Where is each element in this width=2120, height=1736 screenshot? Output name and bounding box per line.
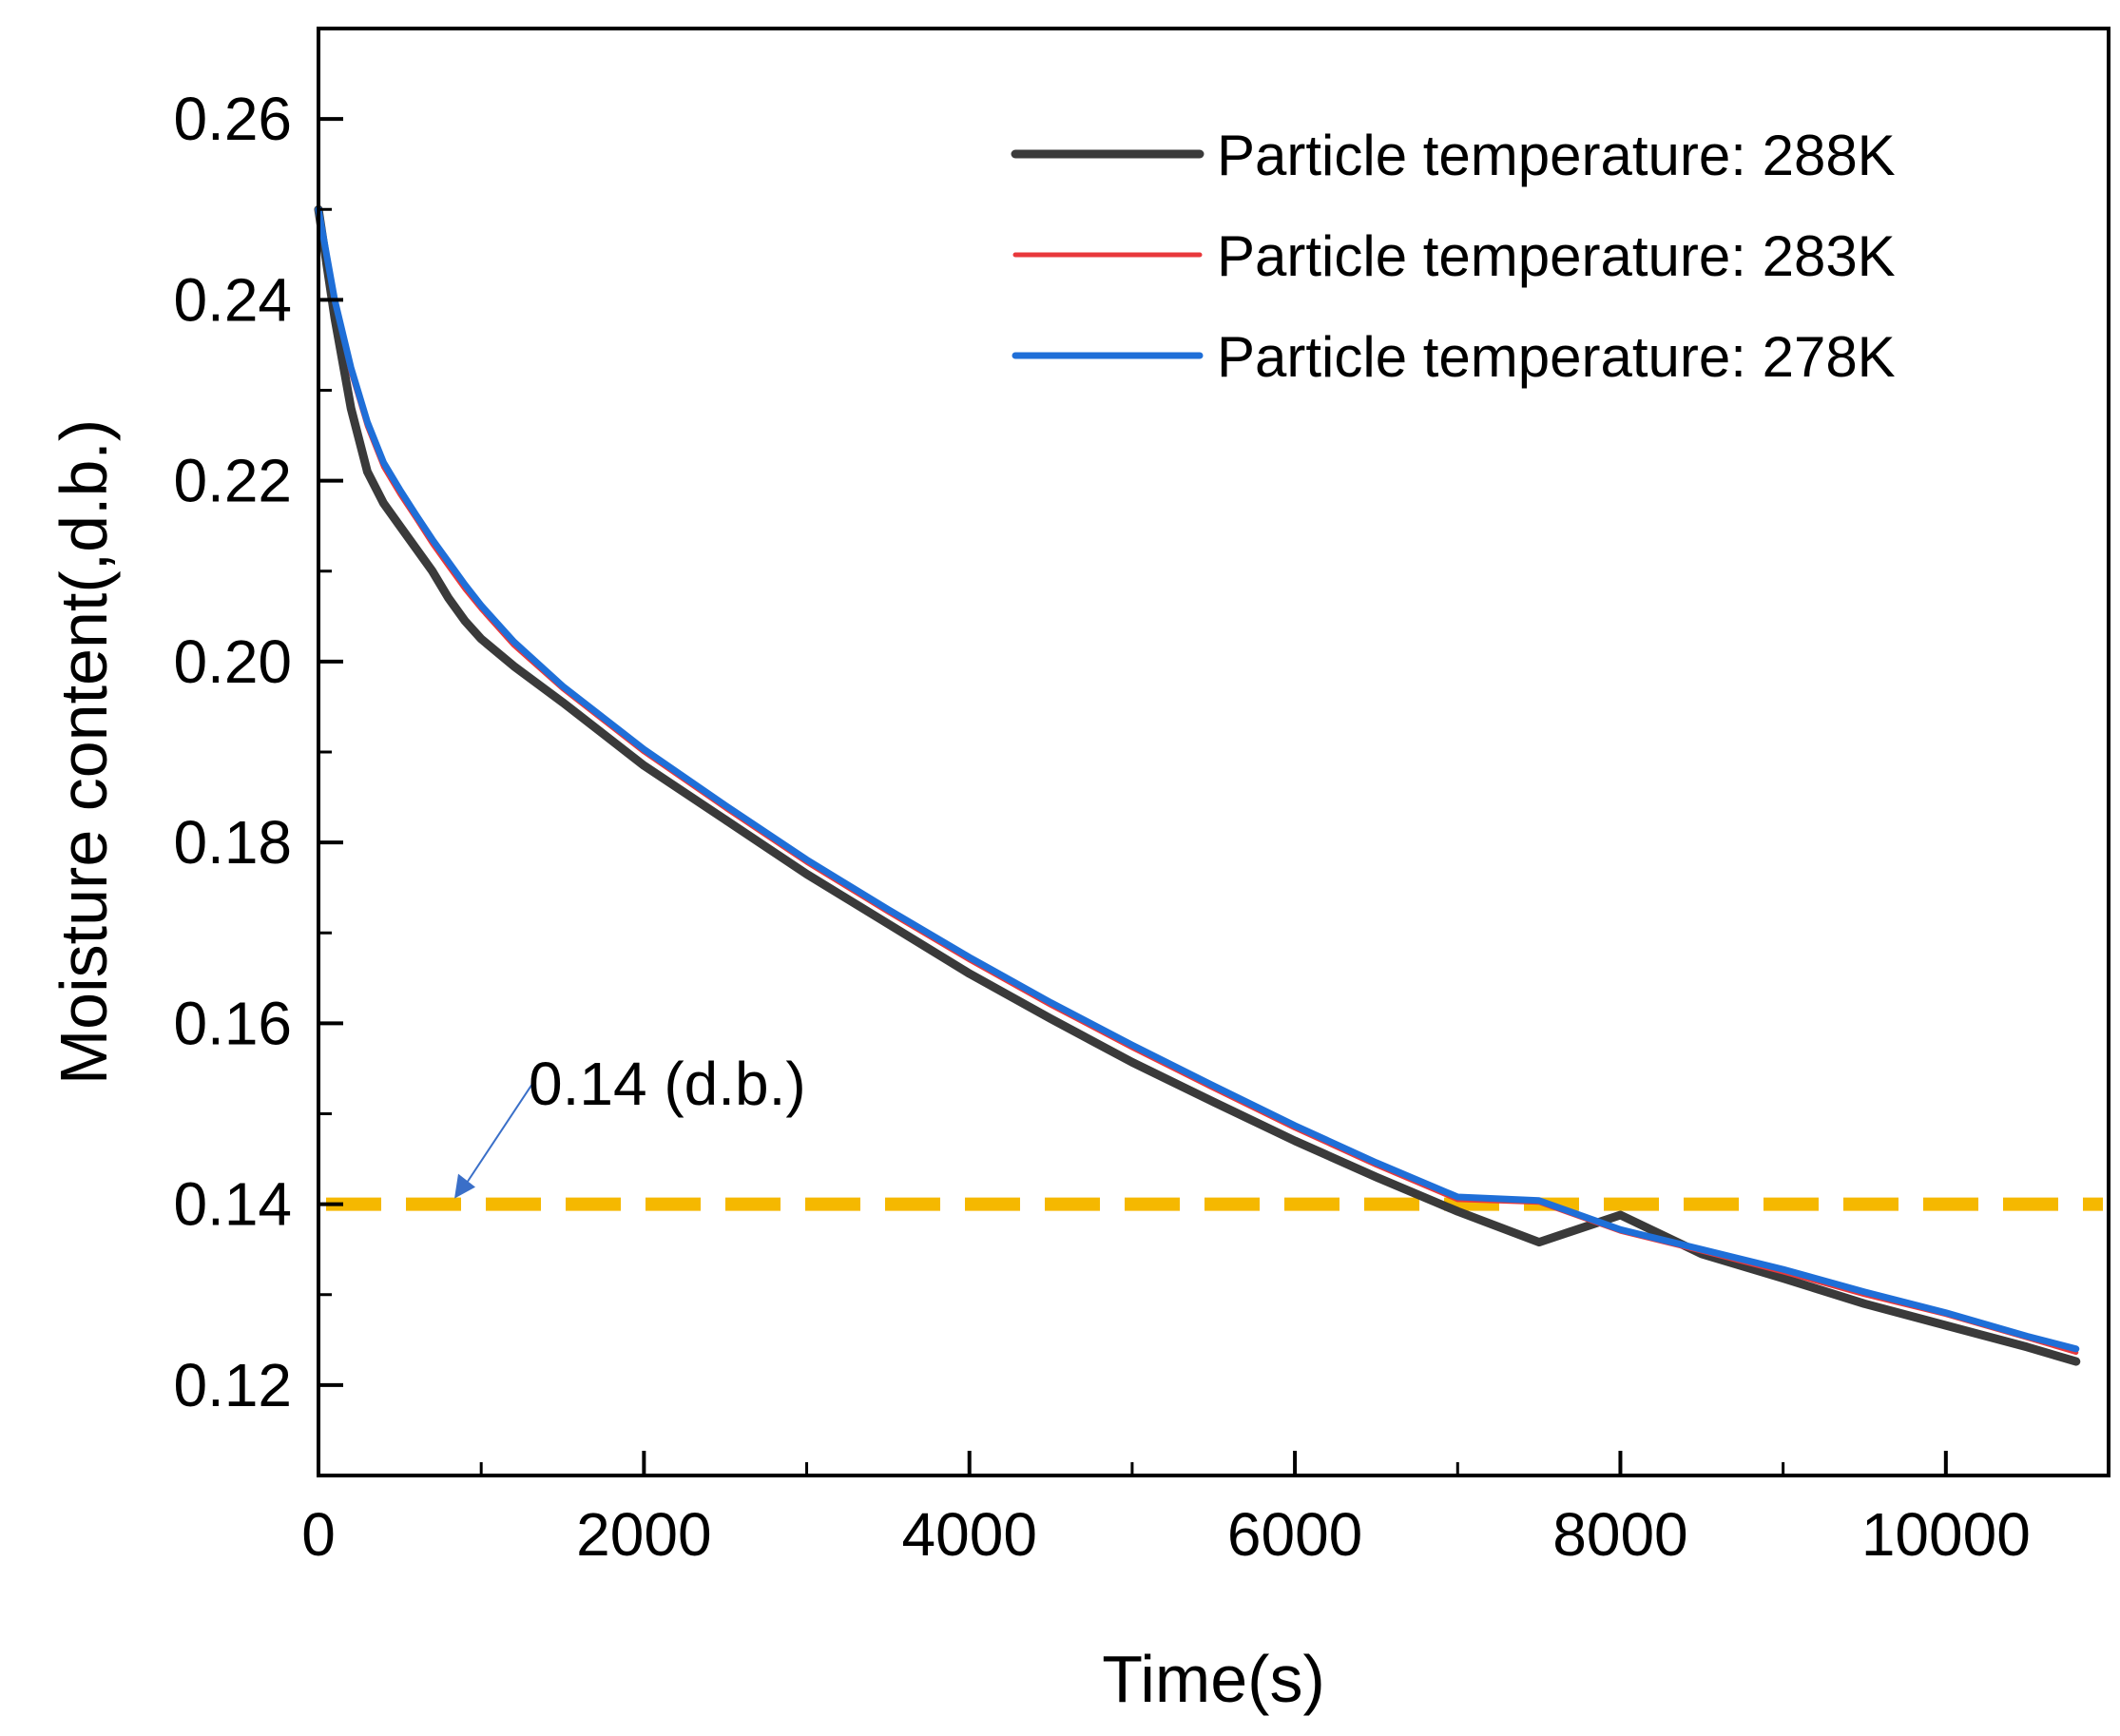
annotation-arrow-head bbox=[454, 1173, 475, 1199]
x-tick-label: 0 bbox=[301, 1500, 336, 1569]
reference-line-label: 0.14 (d.b.) bbox=[529, 1050, 806, 1118]
x-tick-label: 10000 bbox=[1861, 1500, 2031, 1569]
y-axis-title: Moisture content(,d.b.) bbox=[47, 419, 121, 1085]
annotation-arrow-line bbox=[463, 1083, 533, 1188]
legend-label: Particle temperature: 288K bbox=[1217, 124, 1896, 187]
x-tick-label: 2000 bbox=[576, 1500, 711, 1569]
legend-label: Particle temperature: 283K bbox=[1217, 224, 1896, 288]
y-tick-label: 0.24 bbox=[173, 265, 292, 334]
legend: Particle temperature: 288K Particle tempe… bbox=[1011, 124, 1896, 389]
series-layer bbox=[314, 204, 2081, 1366]
axis-tick-labels: 0 2000 4000 6000 8000 10000 0.12 0.14 0.16 0.18 0.… bbox=[173, 85, 2030, 1569]
axis-ticks bbox=[317, 27, 1948, 1477]
y-tick-label: 0.14 bbox=[173, 1170, 292, 1239]
x-tick-label: 8000 bbox=[1552, 1500, 1687, 1569]
y-tick-label: 0.22 bbox=[173, 447, 292, 515]
y-tick-label: 0.16 bbox=[173, 989, 292, 1057]
reference-annotation: 0.14 (d.b.) bbox=[454, 1050, 806, 1199]
y-tick-label: 0.12 bbox=[173, 1351, 292, 1419]
y-tick-label: 0.18 bbox=[173, 808, 292, 877]
x-axis-title: Time(s) bbox=[1102, 1642, 1325, 1716]
y-tick-label: 0.20 bbox=[173, 627, 292, 696]
series-line-3 bbox=[315, 205, 2080, 1353]
legend-label: Particle temperature: 278K bbox=[1217, 325, 1896, 389]
x-tick-label: 6000 bbox=[1227, 1500, 1362, 1569]
y-tick-label: 0.26 bbox=[173, 85, 292, 153]
x-tick-label: 4000 bbox=[902, 1500, 1037, 1569]
